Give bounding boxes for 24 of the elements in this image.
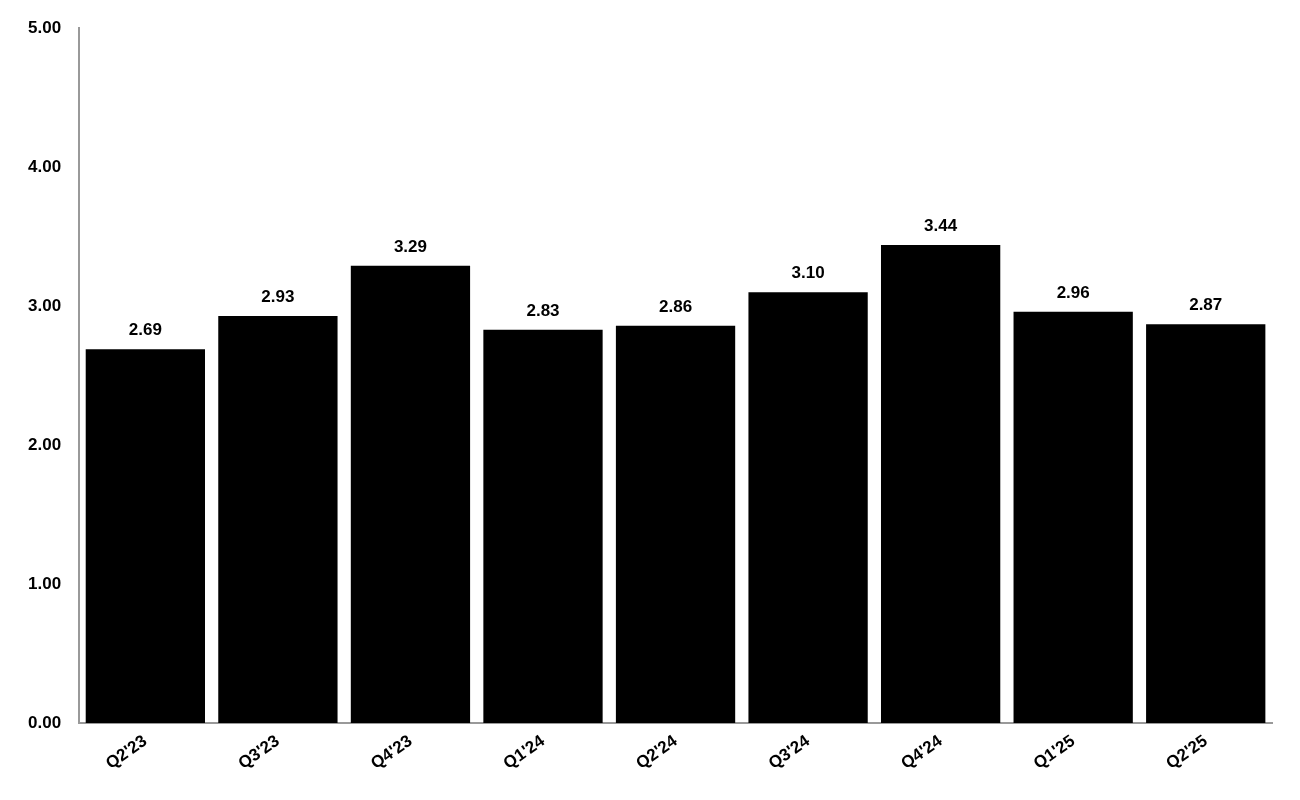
bar (615, 325, 736, 724)
y-tick-label: 5.00 (27, 17, 62, 37)
data-label: 3.44 (924, 216, 958, 236)
y-tick-label: 1.00 (27, 573, 62, 593)
data-label: 2.96 (1056, 282, 1090, 302)
y-tick-label: 0.00 (27, 712, 62, 732)
y-tick-label: 2.00 (27, 434, 62, 454)
y-tick-label: 4.00 (27, 156, 62, 176)
data-label: 3.29 (393, 237, 427, 257)
data-label: 3.10 (791, 263, 825, 283)
bar (483, 329, 603, 724)
data-label: 2.86 (659, 296, 693, 316)
data-label: 2.83 (526, 300, 560, 320)
y-tick-label: 3.00 (27, 295, 62, 315)
bar (1146, 324, 1266, 724)
bar (1013, 311, 1133, 724)
bar (748, 292, 868, 724)
bar (880, 245, 1001, 724)
data-label: 2.69 (128, 320, 162, 340)
data-label: 2.93 (261, 287, 295, 307)
bar (218, 315, 338, 724)
data-label: 2.87 (1189, 295, 1223, 315)
bar (85, 349, 206, 724)
bar (350, 265, 471, 724)
